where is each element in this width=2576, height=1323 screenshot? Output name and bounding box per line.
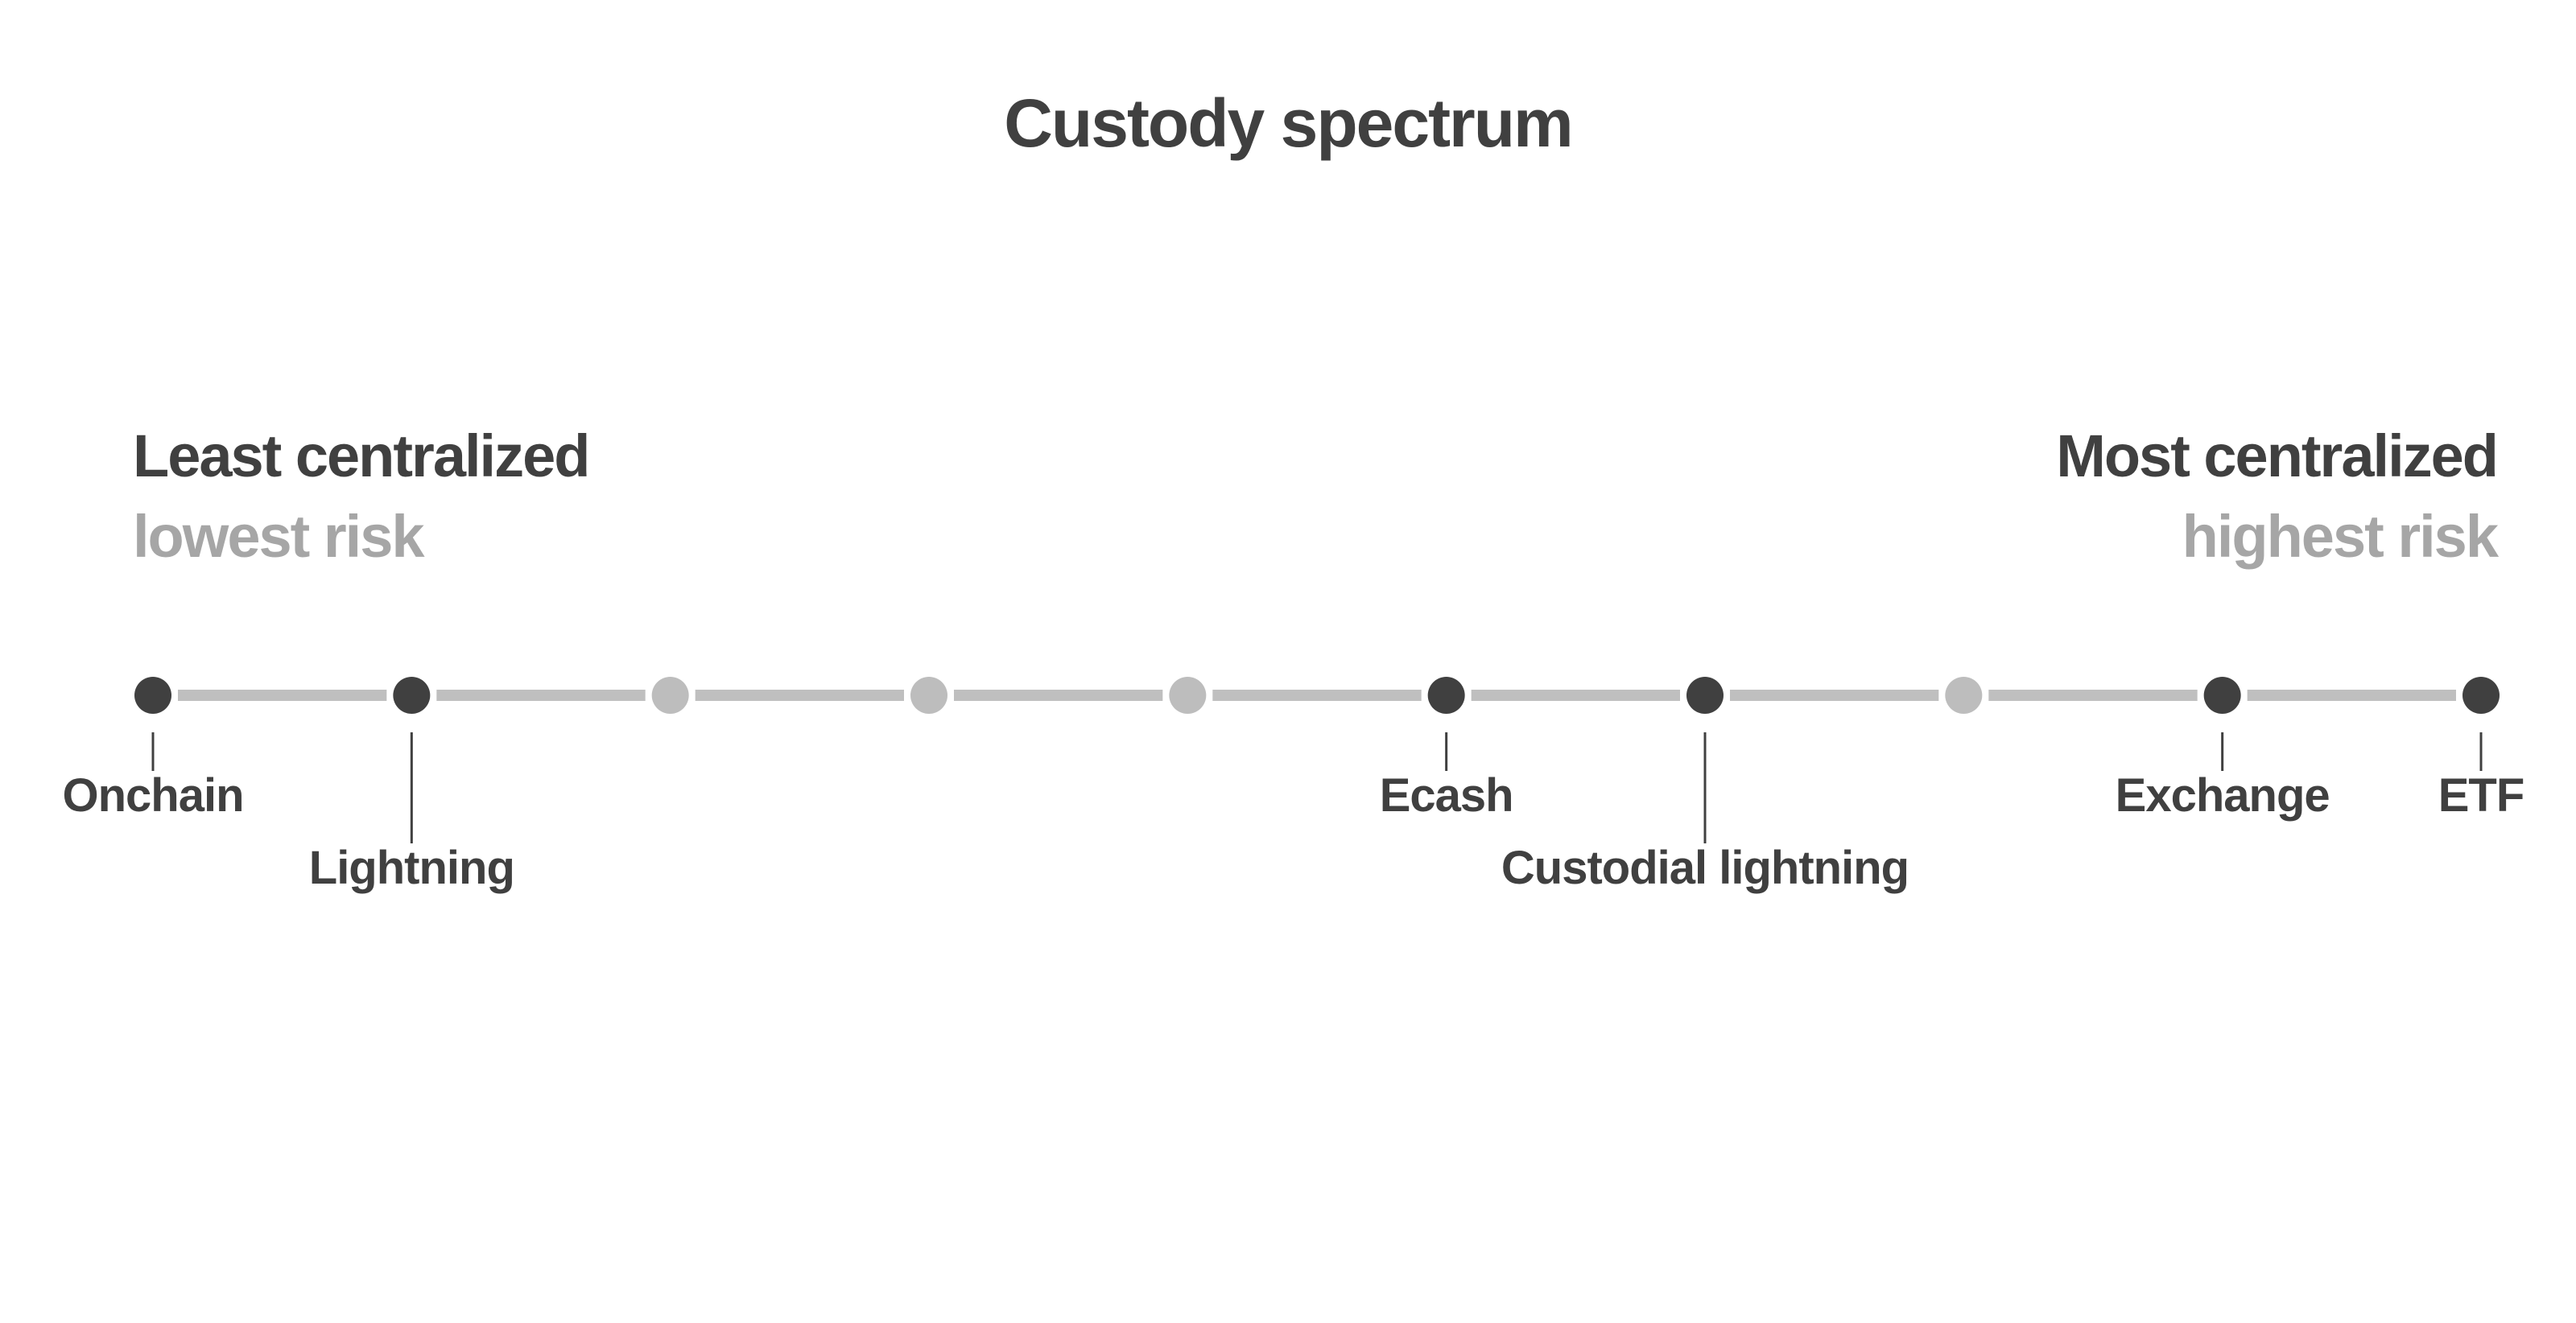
stop-label-exchange: Exchange: [2116, 769, 2330, 822]
stop-dot-unlabeled: [910, 677, 947, 714]
spectrum-stops: [134, 677, 2500, 714]
stop-label-etf: ETF: [2438, 769, 2524, 822]
stop-dot-etf: [2462, 677, 2500, 714]
spectrum-labels: Onchain Lightning Ecash Custodial lightning…: [62, 732, 2524, 894]
left-end-heading: Least centralized: [133, 422, 588, 489]
left-end-subheading: lowest risk: [133, 503, 425, 570]
stop-dot-lightning: [393, 677, 431, 714]
right-end-subheading: highest risk: [2182, 503, 2500, 570]
stop-dot-unlabeled: [1945, 677, 1983, 714]
stop-dot-exchange: [2203, 677, 2241, 714]
stop-dot-unlabeled: [1169, 677, 1207, 714]
stop-label-ecash: Ecash: [1380, 769, 1513, 822]
stop-label-lightning: Lightning: [309, 842, 514, 894]
diagram-title: Custody spectrum: [1004, 85, 1571, 161]
stop-dot-ecash: [1427, 677, 1465, 714]
stop-dot-custodial-lightning: [1686, 677, 1724, 714]
stop-label-custodial-lightning: Custodial lightning: [1501, 842, 1909, 894]
stop-label-onchain: Onchain: [62, 769, 243, 822]
stop-dot-unlabeled: [651, 677, 689, 714]
right-end-heading: Most centralized: [2056, 422, 2497, 489]
stop-dot-onchain: [134, 677, 171, 714]
